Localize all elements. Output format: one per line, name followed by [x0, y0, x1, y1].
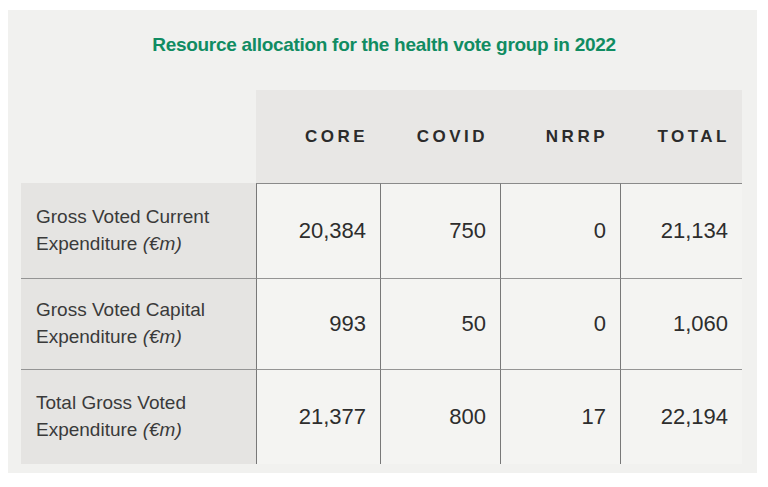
cell-total-core: 21,377 [256, 369, 380, 464]
cell-capital-covid: 50 [380, 278, 500, 369]
cell-current-covid: 750 [380, 183, 500, 278]
row-label-line1: Total Gross Voted [36, 392, 186, 413]
row-label-unit: (€m) [143, 326, 182, 347]
row-label-line2: Expenditure [36, 326, 137, 347]
row-label-line1: Gross Voted Capital [36, 299, 205, 320]
cell-current-nrrp: 0 [500, 183, 620, 278]
cell-total-total: 22,194 [620, 369, 742, 464]
row-label-line2: Expenditure [36, 419, 137, 440]
cell-total-covid: 800 [380, 369, 500, 464]
table-header-spacer [21, 90, 256, 183]
row-label-line1: Gross Voted Current [36, 206, 209, 227]
cell-current-core: 20,384 [256, 183, 380, 278]
cell-capital-nrrp: 0 [500, 278, 620, 369]
row-label-capital-expenditure: Gross Voted Capital Expenditure (€m) [21, 278, 256, 369]
row-label-unit: (€m) [143, 419, 182, 440]
row-label-total-expenditure: Total Gross Voted Expenditure (€m) [21, 369, 256, 464]
row-label-unit: (€m) [143, 233, 182, 254]
row-label-current-expenditure: Gross Voted Current Expenditure (€m) [21, 183, 256, 278]
column-header-covid: COVID [380, 90, 500, 183]
cell-current-total: 21,134 [620, 183, 742, 278]
column-header-total: TOTAL [620, 90, 742, 183]
figure-title: Resource allocation for the health vote … [0, 34, 768, 56]
column-header-nrrp: NRRP [500, 90, 620, 183]
row-label-line2: Expenditure [36, 233, 137, 254]
resource-allocation-table: CORE COVID NRRP TOTAL Gross Voted Curren… [21, 90, 742, 464]
column-header-core: CORE [256, 90, 380, 183]
cell-total-nrrp: 17 [500, 369, 620, 464]
cell-capital-core: 993 [256, 278, 380, 369]
cell-capital-total: 1,060 [620, 278, 742, 369]
